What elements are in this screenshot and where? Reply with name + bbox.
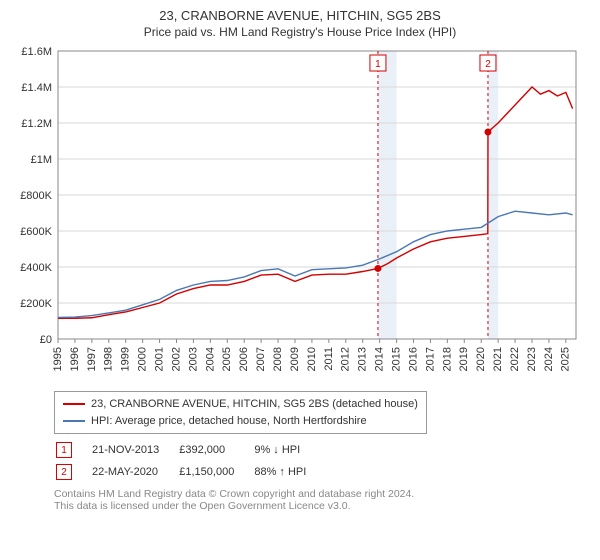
- svg-text:1996: 1996: [69, 347, 81, 371]
- plot-svg: £0 £200K £400K £600K £800K £1M £1.2M £1.4M £1.6M…: [10, 45, 590, 385]
- chart-subtitle: Price paid vs. HM Land Registry's House …: [10, 25, 590, 39]
- attribution: Contains HM Land Registry data © Crown c…: [54, 488, 590, 512]
- svg-text:2017: 2017: [424, 347, 436, 371]
- sale-delta: 88% ↑ HPI: [254, 462, 324, 482]
- svg-text:2015: 2015: [390, 347, 402, 371]
- svg-text:2019: 2019: [458, 347, 470, 371]
- svg-text:2022: 2022: [509, 347, 521, 371]
- svg-text:2: 2: [485, 59, 491, 70]
- svg-text:£200K: £200K: [20, 298, 52, 310]
- legend-label-price-paid: 23, CRANBORNE AVENUE, HITCHIN, SG5 2BS (…: [91, 396, 418, 413]
- chart-container: 23, CRANBORNE AVENUE, HITCHIN, SG5 2BS P…: [0, 0, 600, 516]
- legend-swatch-price-paid: [63, 403, 85, 405]
- table-row: 1 21-NOV-2013 £392,000 9% ↓ HPI: [56, 440, 324, 460]
- svg-text:2020: 2020: [475, 347, 487, 371]
- svg-text:2011: 2011: [323, 347, 335, 371]
- svg-text:2024: 2024: [543, 347, 555, 371]
- svg-text:2005: 2005: [221, 347, 233, 371]
- sale-price: £392,000: [179, 440, 252, 460]
- svg-text:2023: 2023: [526, 347, 538, 371]
- svg-text:2007: 2007: [255, 347, 267, 371]
- marker-badge: 1: [56, 442, 72, 458]
- svg-text:2016: 2016: [407, 347, 419, 371]
- svg-text:2014: 2014: [374, 347, 386, 371]
- sale-date: 22-MAY-2020: [92, 462, 177, 482]
- svg-text:1999: 1999: [120, 347, 132, 371]
- attribution-line: This data is licensed under the Open Gov…: [54, 500, 590, 512]
- sales-table: 1 21-NOV-2013 £392,000 9% ↓ HPI 2 22-MAY…: [54, 438, 326, 484]
- attribution-line: Contains HM Land Registry data © Crown c…: [54, 488, 590, 500]
- svg-text:£1.6M: £1.6M: [21, 46, 52, 58]
- svg-text:2025: 2025: [560, 347, 572, 371]
- svg-text:2008: 2008: [272, 347, 284, 371]
- svg-text:1997: 1997: [86, 347, 98, 371]
- svg-text:2006: 2006: [238, 347, 250, 371]
- plot-area: £0 £200K £400K £600K £800K £1M £1.2M £1.4M £1.6M…: [10, 45, 590, 385]
- svg-text:2018: 2018: [441, 347, 453, 371]
- svg-text:2013: 2013: [357, 347, 369, 371]
- svg-text:2009: 2009: [289, 347, 301, 371]
- sale-price: £1,150,000: [179, 462, 252, 482]
- svg-text:2004: 2004: [204, 347, 216, 371]
- svg-text:1995: 1995: [52, 347, 64, 371]
- sale-date: 21-NOV-2013: [92, 440, 177, 460]
- svg-text:£400K: £400K: [20, 262, 52, 274]
- svg-text:2000: 2000: [137, 347, 149, 371]
- chart-title-address: 23, CRANBORNE AVENUE, HITCHIN, SG5 2BS: [10, 8, 590, 23]
- svg-text:2001: 2001: [153, 347, 165, 371]
- svg-text:£1M: £1M: [31, 154, 52, 166]
- sale-delta: 9% ↓ HPI: [254, 440, 324, 460]
- svg-text:£1.4M: £1.4M: [21, 82, 52, 94]
- svg-text:£800K: £800K: [20, 190, 52, 202]
- svg-text:£600K: £600K: [20, 226, 52, 238]
- legend-row-hpi: HPI: Average price, detached house, Nort…: [63, 413, 418, 430]
- svg-text:2002: 2002: [170, 347, 182, 371]
- svg-text:1: 1: [375, 59, 381, 70]
- legend-row-price-paid: 23, CRANBORNE AVENUE, HITCHIN, SG5 2BS (…: [63, 396, 418, 413]
- table-row: 2 22-MAY-2020 £1,150,000 88% ↑ HPI: [56, 462, 324, 482]
- legend-label-hpi: HPI: Average price, detached house, Nort…: [91, 413, 367, 430]
- svg-text:1998: 1998: [103, 347, 115, 371]
- svg-text:2003: 2003: [187, 347, 199, 371]
- svg-text:£1.2M: £1.2M: [21, 118, 52, 130]
- marker-badge: 2: [56, 464, 72, 480]
- svg-text:2021: 2021: [492, 347, 504, 371]
- svg-text:2012: 2012: [340, 347, 352, 371]
- legend-swatch-hpi: [63, 420, 85, 422]
- legend: 23, CRANBORNE AVENUE, HITCHIN, SG5 2BS (…: [54, 391, 427, 434]
- svg-text:2010: 2010: [306, 347, 318, 371]
- svg-text:£0: £0: [40, 334, 52, 346]
